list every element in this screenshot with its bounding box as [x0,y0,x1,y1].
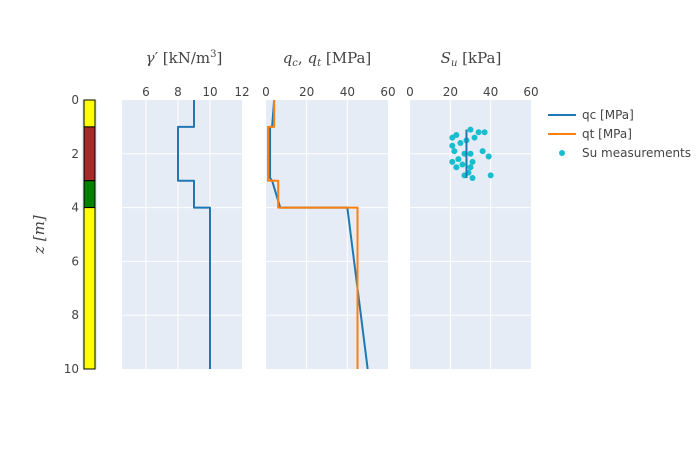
su-point [467,126,474,133]
soil-layer-3 [83,180,96,209]
su-point [467,164,474,171]
su-point [485,153,492,160]
title-symbol: γ′ [146,49,163,67]
soil-layer-1 [83,99,96,128]
su-point [467,150,474,157]
y-tick-label: 2 [71,147,79,161]
series-0-line [177,100,211,369]
x-tick-label: 60 [523,85,538,99]
su-point [471,134,478,141]
subplot-1: 6 8 10 12 [122,85,250,369]
su-point [469,158,476,165]
subplot-2: 0 20 40 60 [262,85,396,370]
legend-swatch-marker [559,150,565,156]
x-tick-label: 60 [380,85,395,99]
legend-label: qc [MPa] [582,108,634,122]
x-tick-label: 10 [202,85,217,99]
plot-background [122,100,242,369]
soil-layer-2 [83,126,96,182]
x-tick-label: 0 [406,85,414,99]
x-tick-label: 20 [299,85,314,99]
subplot-title-su: Su [kPa] [441,49,502,69]
title-part: S [441,49,451,67]
y-tick-label: 0 [71,93,79,107]
title-part: [kPa] [457,49,501,67]
qt-mpa-line [267,100,359,369]
legend-label: qt [MPa] [582,127,632,141]
su-point [459,161,466,168]
su-point [449,158,456,165]
soil-layer-4 [83,207,96,370]
su-point [481,129,488,136]
y-tick-label: 4 [71,201,79,215]
title-part: c [292,58,298,69]
title-units: [kN/m [163,49,210,67]
title-part: t [317,58,322,69]
su-point [449,134,456,141]
plot-background [410,100,531,369]
title-close: ] [217,49,223,67]
su-point [453,164,460,171]
title-part: [MPa] [321,49,371,67]
x-tick-label: 40 [483,85,498,99]
su-point [457,140,464,147]
x-tick-label: 8 [174,85,182,99]
su-point [469,175,476,182]
subplot-title-qc-qt: qc, qt [MPa] [283,49,372,69]
title-part: u [451,58,457,69]
y-tick-label: 6 [71,254,79,268]
su-point [475,129,482,136]
su-point [451,148,458,155]
plot-background [266,100,388,369]
y-tick-label: 8 [71,308,79,322]
x-tick-label: 40 [340,85,355,99]
subplot-3: 0 20 40 60 [406,85,539,369]
x-tick-label: 20 [443,85,458,99]
y-tick-label: 10 [64,362,79,376]
legend: qc [MPa] qt [MPa] Su measurements [548,108,691,160]
title-part: q [307,49,317,67]
su-point [455,156,462,163]
title-part: , [298,49,308,67]
su-point [449,142,456,149]
y-axis-title: z [m] [30,215,48,255]
su-point [487,172,494,179]
legend-label: Su measurements [582,146,691,160]
su-point [479,148,486,155]
x-tick-label: 6 [142,85,150,99]
subplot-title-gamma: γ′ [kN/m3] [146,49,223,67]
title-superscript: 3 [210,49,216,60]
x-tick-label: 0 [262,85,270,99]
title-part: q [283,49,293,67]
x-tick-label: 12 [234,85,249,99]
